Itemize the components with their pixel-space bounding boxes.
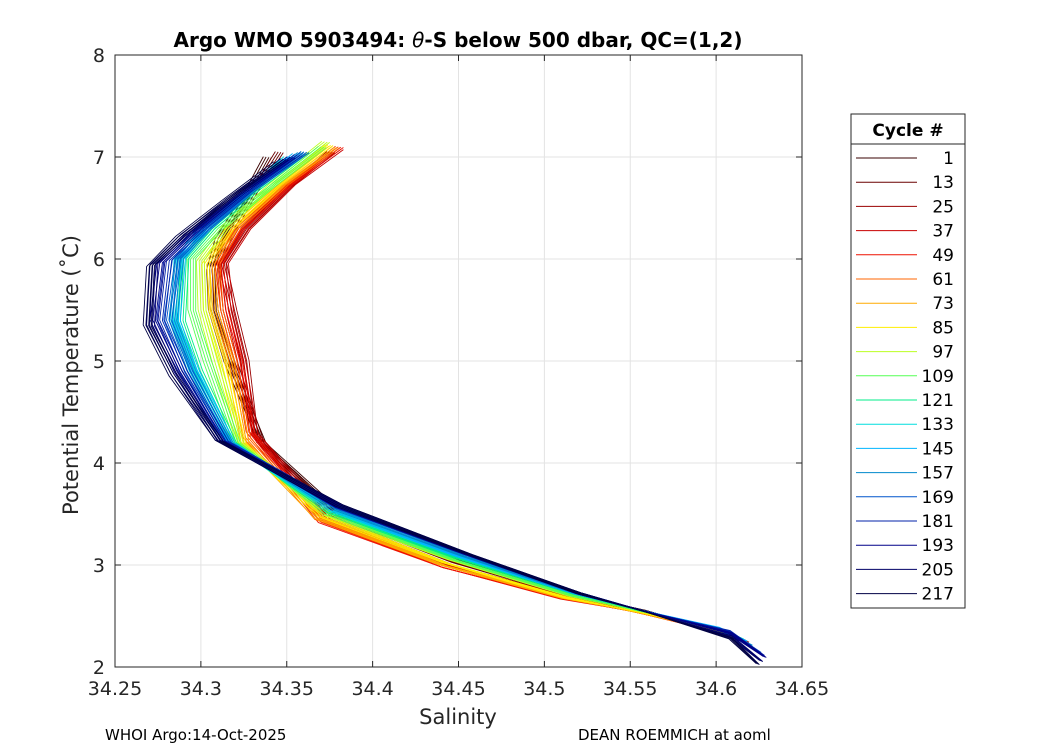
legend-label: 49: [932, 246, 954, 266]
y-tick-label: 5: [93, 351, 105, 373]
legend-label: 61: [932, 270, 954, 290]
legend-label: 1: [943, 149, 954, 169]
x-tick-label: 34.3: [180, 678, 222, 700]
legend-label: 145: [922, 439, 954, 459]
legend-label: 181: [922, 512, 954, 532]
x-tick-label: 34.35: [260, 678, 314, 700]
legend-label: 133: [922, 415, 954, 435]
legend-label: 25: [932, 197, 954, 217]
series-line-cycle-73: [214, 147, 739, 640]
x-tick-label: 34.55: [603, 678, 657, 700]
x-axis-label: Salinity: [419, 705, 497, 729]
legend-label: 217: [922, 585, 954, 605]
title-theta: θ: [412, 28, 424, 52]
legend-label: 205: [922, 560, 954, 580]
legend-label: 157: [922, 464, 954, 484]
series-group: [142, 140, 767, 666]
y-tick-label: 7: [93, 147, 105, 169]
y-tick-label: 2: [93, 657, 105, 679]
legend-label: 109: [922, 367, 954, 387]
legend-label: 73: [932, 294, 954, 314]
y-tick-label: 4: [93, 453, 105, 475]
y-axis-label: Potential Temperature (˚C): [59, 235, 83, 515]
series-line-cycle-109: [195, 147, 739, 638]
y-tick-label: 6: [93, 249, 105, 271]
y-tick-label: 3: [93, 555, 105, 577]
legend-entries: 1 13 25 37 49 61 73 85 97 109 121 133 145 157 169 181 19…: [856, 149, 954, 605]
title-suffix: -S below 500 dbar, QC=(1,2): [424, 28, 742, 52]
footer-right: DEAN ROEMMICH at aoml: [578, 726, 771, 744]
chart-title: Argo WMO 5903494: θ-S below 500 dbar, QC…: [174, 28, 743, 52]
series-line-cycle-85: [209, 145, 739, 640]
x-tick-label: 34.65: [775, 678, 829, 700]
legend-box: [850, 113, 966, 609]
legend-label: 121: [922, 391, 954, 411]
x-tick-label: 34.4: [351, 678, 393, 700]
legend-label: 85: [932, 318, 954, 338]
y-tick-label: 8: [93, 45, 105, 67]
legend-label: 97: [932, 343, 954, 363]
legend-label: 169: [922, 488, 954, 508]
x-tick-label: 34.25: [88, 678, 142, 700]
series-line-cycle-217: [150, 162, 760, 666]
footer-left: WHOI Argo:14-Oct-2025: [105, 726, 286, 744]
title-prefix: Argo WMO 5903494:: [174, 28, 413, 52]
legend-title: Cycle #: [872, 121, 943, 141]
legend-label: 193: [922, 536, 954, 556]
legend: Cycle # 1 13 25 37 49 61 73 85 97 109 121 133 145 157…: [850, 113, 966, 609]
x-tick-label: 34.6: [695, 678, 737, 700]
x-tick-label: 34.45: [431, 678, 485, 700]
x-tick-label: 34.5: [523, 678, 565, 700]
legend-label: 13: [932, 173, 954, 193]
legend-label: 37: [932, 222, 954, 242]
axis-ticks: 34.25 34.3 34.35 34.4 34.45 34.5 34.55 34.6 34.6…: [88, 45, 829, 700]
